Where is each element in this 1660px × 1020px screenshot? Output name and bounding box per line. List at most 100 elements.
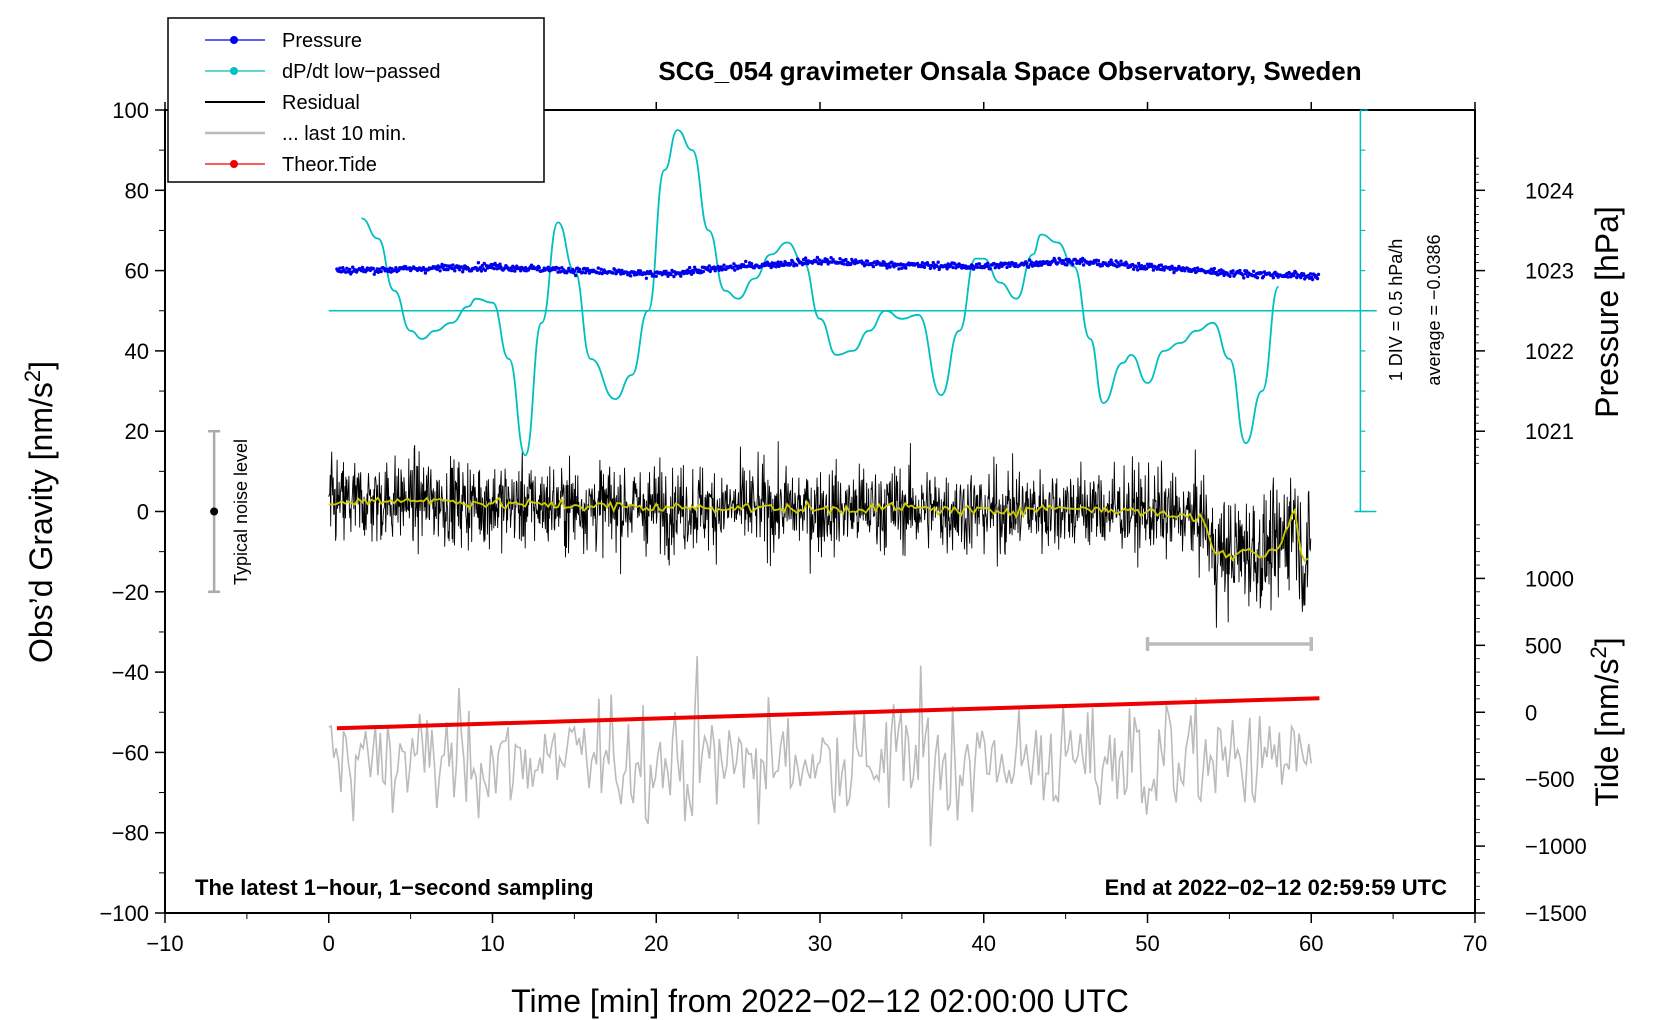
pressure-point — [582, 266, 587, 271]
pressure-point — [691, 270, 696, 275]
pressure-point — [1071, 262, 1075, 267]
pressure-point — [664, 269, 668, 273]
y-tick-label: 20 — [125, 419, 149, 444]
pressure-point — [1259, 271, 1264, 275]
y-tick-label: 0 — [137, 500, 149, 525]
pressure-point — [842, 262, 846, 266]
pressure-point — [1245, 269, 1249, 273]
legend-item-dpdt: dP/dt low−passed — [205, 61, 440, 83]
pressure-point — [498, 262, 502, 266]
pressure-point — [483, 268, 487, 273]
pressure-point — [476, 261, 481, 265]
pressure-point — [688, 265, 692, 270]
pressure-point — [975, 265, 980, 270]
x-tick-label: 70 — [1463, 931, 1487, 956]
y-axis-title-main: Obs’d Gravity [nm/s — [23, 382, 59, 663]
pressure-point — [777, 264, 781, 269]
tide-axis-title: Tide [nm/s2] — [1586, 637, 1625, 806]
chart-title: SCG_054 gravimeter Onsala Space Observat… — [658, 56, 1361, 86]
pressure-point — [479, 269, 484, 273]
x-tick-label: −10 — [146, 931, 183, 956]
pressure-tick-label: 1024 — [1525, 178, 1574, 203]
pressure-point — [666, 274, 670, 278]
pressure-point — [1211, 269, 1216, 273]
axis-ticks: −10 0 10 20 30 40 50 60 70100806040200−20−40−60−… — [99, 98, 1586, 956]
pressure-point — [679, 274, 683, 278]
pressure-point — [1238, 268, 1242, 273]
legend-marker-dpdt — [230, 67, 238, 75]
series-last10 — [328, 656, 1312, 847]
pressure-point — [1026, 265, 1031, 269]
tide-tick-label: −500 — [1525, 767, 1575, 792]
legend-item-pressure: Pressure — [205, 30, 362, 52]
x-tick-label: 0 — [323, 931, 335, 956]
pressure-point — [440, 262, 444, 267]
legend-label-tide: Theor.Tide — [282, 154, 377, 176]
pressure-point — [930, 264, 934, 268]
pressure-point — [936, 260, 940, 264]
pressure-point — [1137, 261, 1141, 266]
pressure-point — [397, 268, 401, 272]
tide-tick-label: 0 — [1525, 700, 1537, 725]
y-tick-label: −80 — [112, 821, 149, 846]
legend: Pressure dP/dt low−passed Residual ... l… — [167, 17, 545, 183]
pressure-point — [394, 266, 398, 270]
pressure-point — [620, 268, 624, 273]
pressure-point — [863, 262, 868, 267]
pressure-point — [643, 272, 648, 276]
pressure-point — [1228, 274, 1232, 278]
pressure-point — [371, 266, 375, 271]
pressure-point — [1231, 269, 1235, 273]
pressure-point — [888, 265, 892, 269]
pressure-point — [453, 269, 457, 273]
pressure-point — [451, 263, 455, 267]
pressure-point — [1292, 273, 1296, 278]
pressure-point — [722, 263, 726, 267]
pressure-point — [599, 267, 603, 271]
data-layer — [328, 109, 1377, 847]
pressure-point — [795, 263, 799, 267]
pressure-point — [1065, 263, 1069, 267]
pressure-point — [644, 276, 649, 280]
pressure-point — [654, 274, 658, 278]
pressure-point — [871, 264, 876, 269]
pressure-point — [1302, 272, 1306, 276]
pressure-point — [854, 258, 858, 262]
noise-layer — [208, 429, 221, 594]
annotation-sampling: The latest 1−hour, 1−second sampling — [195, 875, 594, 900]
pressure-point — [345, 266, 349, 270]
pressure-point — [510, 268, 514, 273]
y-tick-label: 40 — [125, 339, 149, 364]
legend-item-tide: Theor.Tide — [205, 154, 377, 176]
legend-item-last10: ... last 10 min. — [205, 123, 407, 145]
pressure-point — [1109, 258, 1113, 262]
pressure-point — [1005, 265, 1009, 270]
pressure-point — [915, 261, 920, 266]
noise-level-label: Typical noise level — [231, 439, 251, 585]
pressure-point — [1241, 273, 1245, 277]
series-dpdt — [361, 129, 1280, 457]
pressure-point — [922, 265, 927, 269]
pressure-point — [1135, 265, 1139, 269]
pressure-point — [1244, 272, 1248, 276]
pressure-point — [733, 268, 737, 272]
y-tick-label: −20 — [112, 580, 149, 605]
pressure-point — [461, 270, 465, 274]
pressure-point — [379, 269, 383, 274]
pressure-point — [1193, 267, 1197, 271]
pressure-point — [1025, 261, 1029, 266]
pressure-point — [669, 272, 673, 277]
pressure-point — [897, 267, 901, 271]
series-residual-smoothed — [328, 496, 1309, 563]
pressure-point — [537, 266, 541, 270]
tide-axis-title-close: ] — [1589, 637, 1625, 646]
legend-label-last10: ... last 10 min. — [282, 123, 407, 145]
pressure-point — [805, 262, 810, 266]
pressure-point — [904, 266, 908, 270]
pressure-point — [611, 271, 615, 275]
pressure-point — [1036, 263, 1041, 268]
pressure-point — [1242, 276, 1246, 280]
pressure-point — [1132, 267, 1136, 271]
legend-label-residual: Residual — [282, 92, 360, 114]
pressure-point — [360, 265, 365, 270]
